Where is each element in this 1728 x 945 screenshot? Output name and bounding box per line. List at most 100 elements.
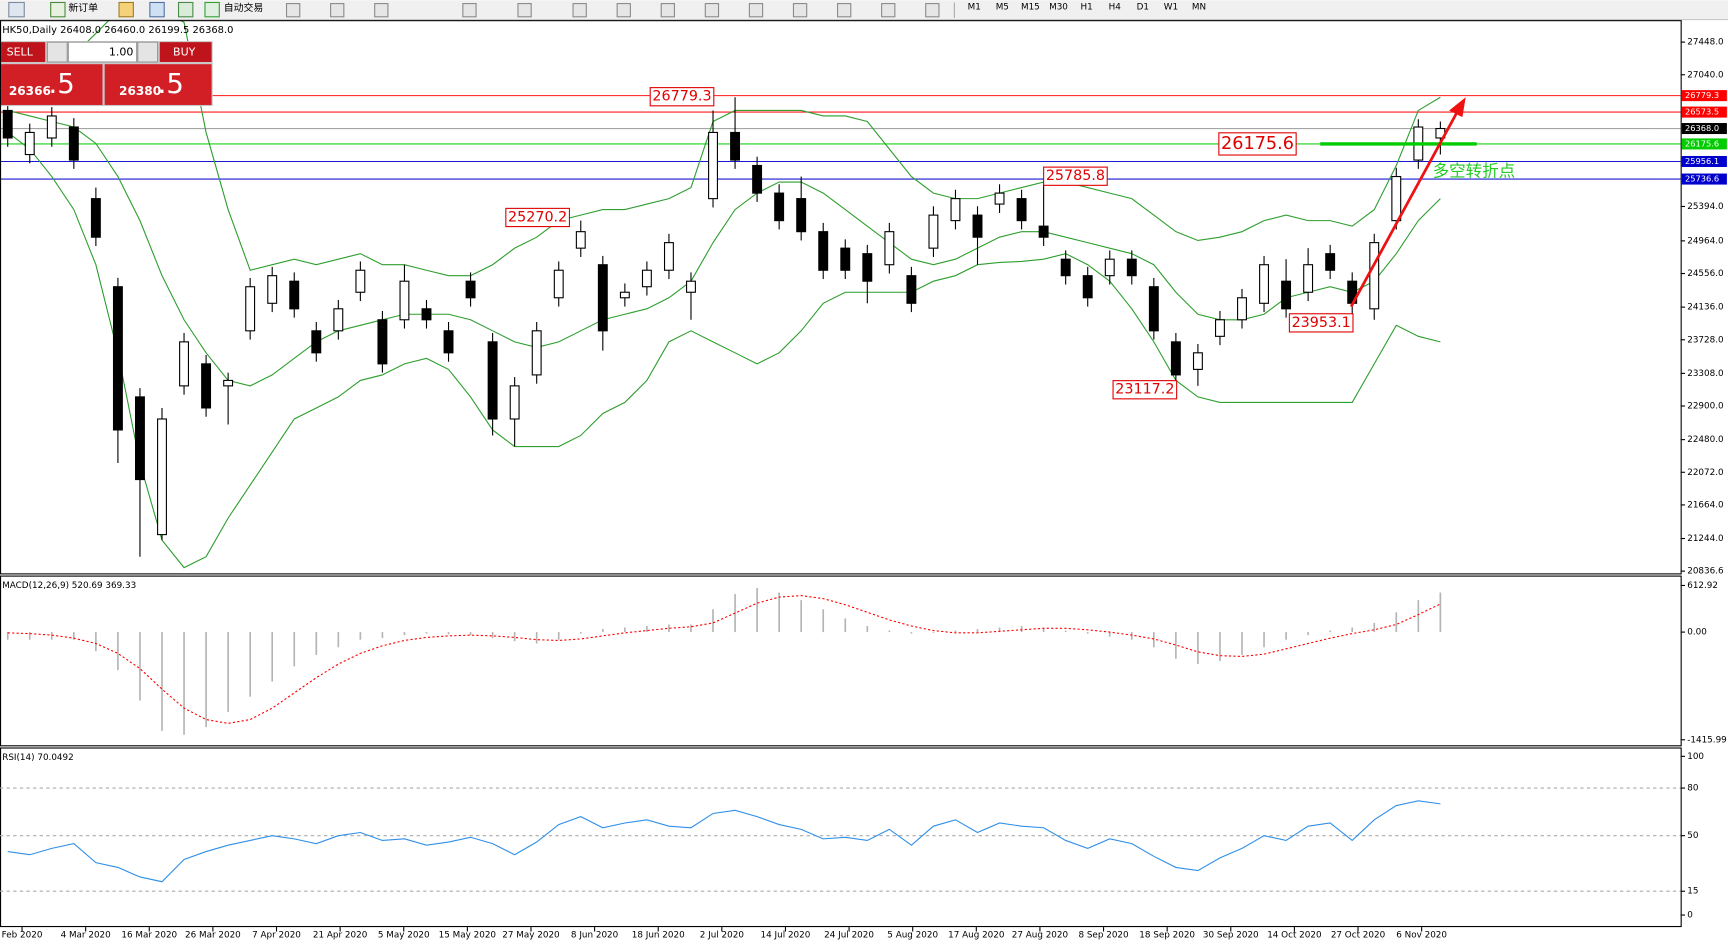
- x-tick-label: 14 Jul 2020: [761, 930, 811, 940]
- auto-trading-button[interactable]: 自动交易: [224, 1, 264, 14]
- buy-button[interactable]: [159, 42, 212, 62]
- candle-body: [289, 280, 300, 310]
- candle-body: [708, 131, 718, 200]
- buy-price-box[interactable]: [104, 64, 212, 105]
- y-tick-label: 24556.0: [1687, 269, 1724, 279]
- trend-arrow-head: [1449, 97, 1466, 118]
- y-tick-label: 22480.0: [1687, 435, 1724, 445]
- toolbar-icon[interactable]: [8, 1, 25, 18]
- y-tick-label: 23728.0: [1687, 335, 1724, 345]
- pane-frame: [0, 747, 1682, 928]
- candle-body: [311, 330, 322, 354]
- x-tick-label: 18 Jun 2020: [632, 930, 685, 940]
- candle-body: [112, 286, 123, 431]
- buy-price[interactable]: 26380: [119, 84, 161, 98]
- signal-note: 多空转折点: [1433, 162, 1516, 181]
- candle-body: [796, 198, 807, 233]
- x-tick-label: 27 Oct 2020: [1331, 930, 1386, 940]
- candle-body: [1104, 258, 1115, 277]
- lot-up[interactable]: [137, 41, 159, 63]
- toolbar-icon[interactable]: [285, 3, 301, 18]
- y-tick-label: 20836.6: [1687, 567, 1724, 577]
- toolbar-icon[interactable]: [925, 3, 940, 18]
- candle-body: [24, 131, 35, 156]
- candle-body: [267, 275, 278, 304]
- candle-body: [619, 291, 630, 299]
- toolbar-icon[interactable]: [616, 3, 631, 18]
- sell-price-box[interactable]: [1, 64, 103, 105]
- buy-pips[interactable]: .5: [158, 68, 184, 100]
- candle-body: [862, 253, 873, 282]
- candle-body: [553, 269, 564, 299]
- toolbar-icon[interactable]: [517, 3, 532, 18]
- bollinger-lower: [7, 132, 1441, 569]
- candle-body: [1214, 319, 1225, 337]
- new-order-button[interactable]: 新订单: [68, 1, 98, 14]
- trade-panel: SELL 1.00 BUY 26366 .5 26380 .5: [0, 41, 213, 107]
- timeframe-bar: M1 M5 M15 M30 H1 H4 D1 W1 MN: [953, 2, 1206, 18]
- level-tag: [1681, 106, 1727, 118]
- candle-body: [1281, 280, 1292, 310]
- candle-body: [884, 231, 895, 266]
- toolbar-icon[interactable]: [748, 3, 764, 18]
- sell-label[interactable]: SELL: [7, 46, 34, 59]
- y-tick-label: 0: [1687, 911, 1693, 921]
- candle-body: [1369, 242, 1380, 310]
- toolbar-icon[interactable]: [837, 3, 852, 18]
- timeframe-button[interactable]: D1: [1137, 2, 1149, 12]
- x-tick-label: 21 Apr 2020: [313, 930, 368, 940]
- x-tick-label: 8 Jun 2020: [571, 930, 619, 940]
- toolbar-icon[interactable]: [462, 3, 477, 18]
- sell-button[interactable]: [1, 42, 46, 62]
- timeframe-button[interactable]: M30: [1049, 2, 1068, 12]
- sell-pips[interactable]: .5: [48, 68, 74, 100]
- y-tick-label: 50: [1687, 831, 1699, 841]
- indicator-title: MACD(12,26,9) 520.69 369.33: [2, 581, 136, 591]
- y-tick-label: 27448.0: [1687, 38, 1724, 48]
- timeframe-button[interactable]: W1: [1164, 2, 1178, 12]
- x-tick-label: 15 May 2020: [439, 930, 497, 940]
- axis-layer: 27448.0 27040.0 25394.0 24964.0 24556.0 24136…: [0, 20, 1727, 940]
- sell-price[interactable]: 26366: [9, 84, 51, 98]
- macd-signal: [7, 595, 1441, 724]
- toolbar-icon[interactable]: [881, 3, 896, 18]
- lot-value[interactable]: 1.00: [109, 46, 134, 59]
- pane-frame: [0, 575, 1682, 747]
- toolbar-icon[interactable]: [149, 1, 165, 18]
- lot-input[interactable]: [67, 41, 138, 63]
- toolbar-icon[interactable]: [572, 3, 587, 18]
- price-pane: 26779.3 25785.8 25270.2 23953.1 23117.2 26175…: [0, 20, 1681, 569]
- auto-trading-icon[interactable]: [204, 1, 220, 18]
- x-tick-label: Feb 2020: [2, 930, 43, 940]
- timeframe-button[interactable]: H4: [1109, 2, 1122, 12]
- level-tag: [1681, 155, 1727, 168]
- toolbar-icon[interactable]: [118, 1, 134, 18]
- candle-body: [201, 363, 212, 409]
- candle-body: [730, 131, 741, 161]
- timeframe-button[interactable]: H1: [1081, 2, 1093, 12]
- toolbar-icon[interactable]: [330, 3, 345, 18]
- buy-label[interactable]: BUY: [173, 46, 196, 59]
- x-tick-label: 27 May 2020: [502, 930, 560, 940]
- candle-body: [950, 198, 961, 222]
- toolbar-icon[interactable]: [704, 3, 720, 18]
- toolbar-icon[interactable]: [177, 1, 194, 18]
- timeframe-button[interactable]: M5: [996, 2, 1009, 12]
- annotation-box: [649, 87, 715, 107]
- candle-body: [245, 286, 256, 332]
- lot-down[interactable]: [46, 41, 68, 63]
- candle-body: [1016, 198, 1027, 222]
- timeframe-button[interactable]: MN: [1192, 2, 1206, 12]
- candle-body: [597, 264, 608, 332]
- toolbar-icon[interactable]: [374, 3, 389, 18]
- new-order-icon[interactable]: [50, 1, 66, 18]
- candle-body: [1082, 275, 1093, 299]
- timeframe-button[interactable]: M1: [968, 2, 981, 12]
- y-tick-label: 25394.0: [1687, 202, 1724, 212]
- toolbar-icon[interactable]: [660, 3, 675, 18]
- candle-body: [377, 319, 388, 365]
- timeframe-button[interactable]: M15: [1021, 2, 1040, 12]
- toolbar-icon[interactable]: [792, 3, 808, 18]
- price-annotation: 25785.8: [1046, 168, 1105, 184]
- annotation-box: [1043, 166, 1108, 186]
